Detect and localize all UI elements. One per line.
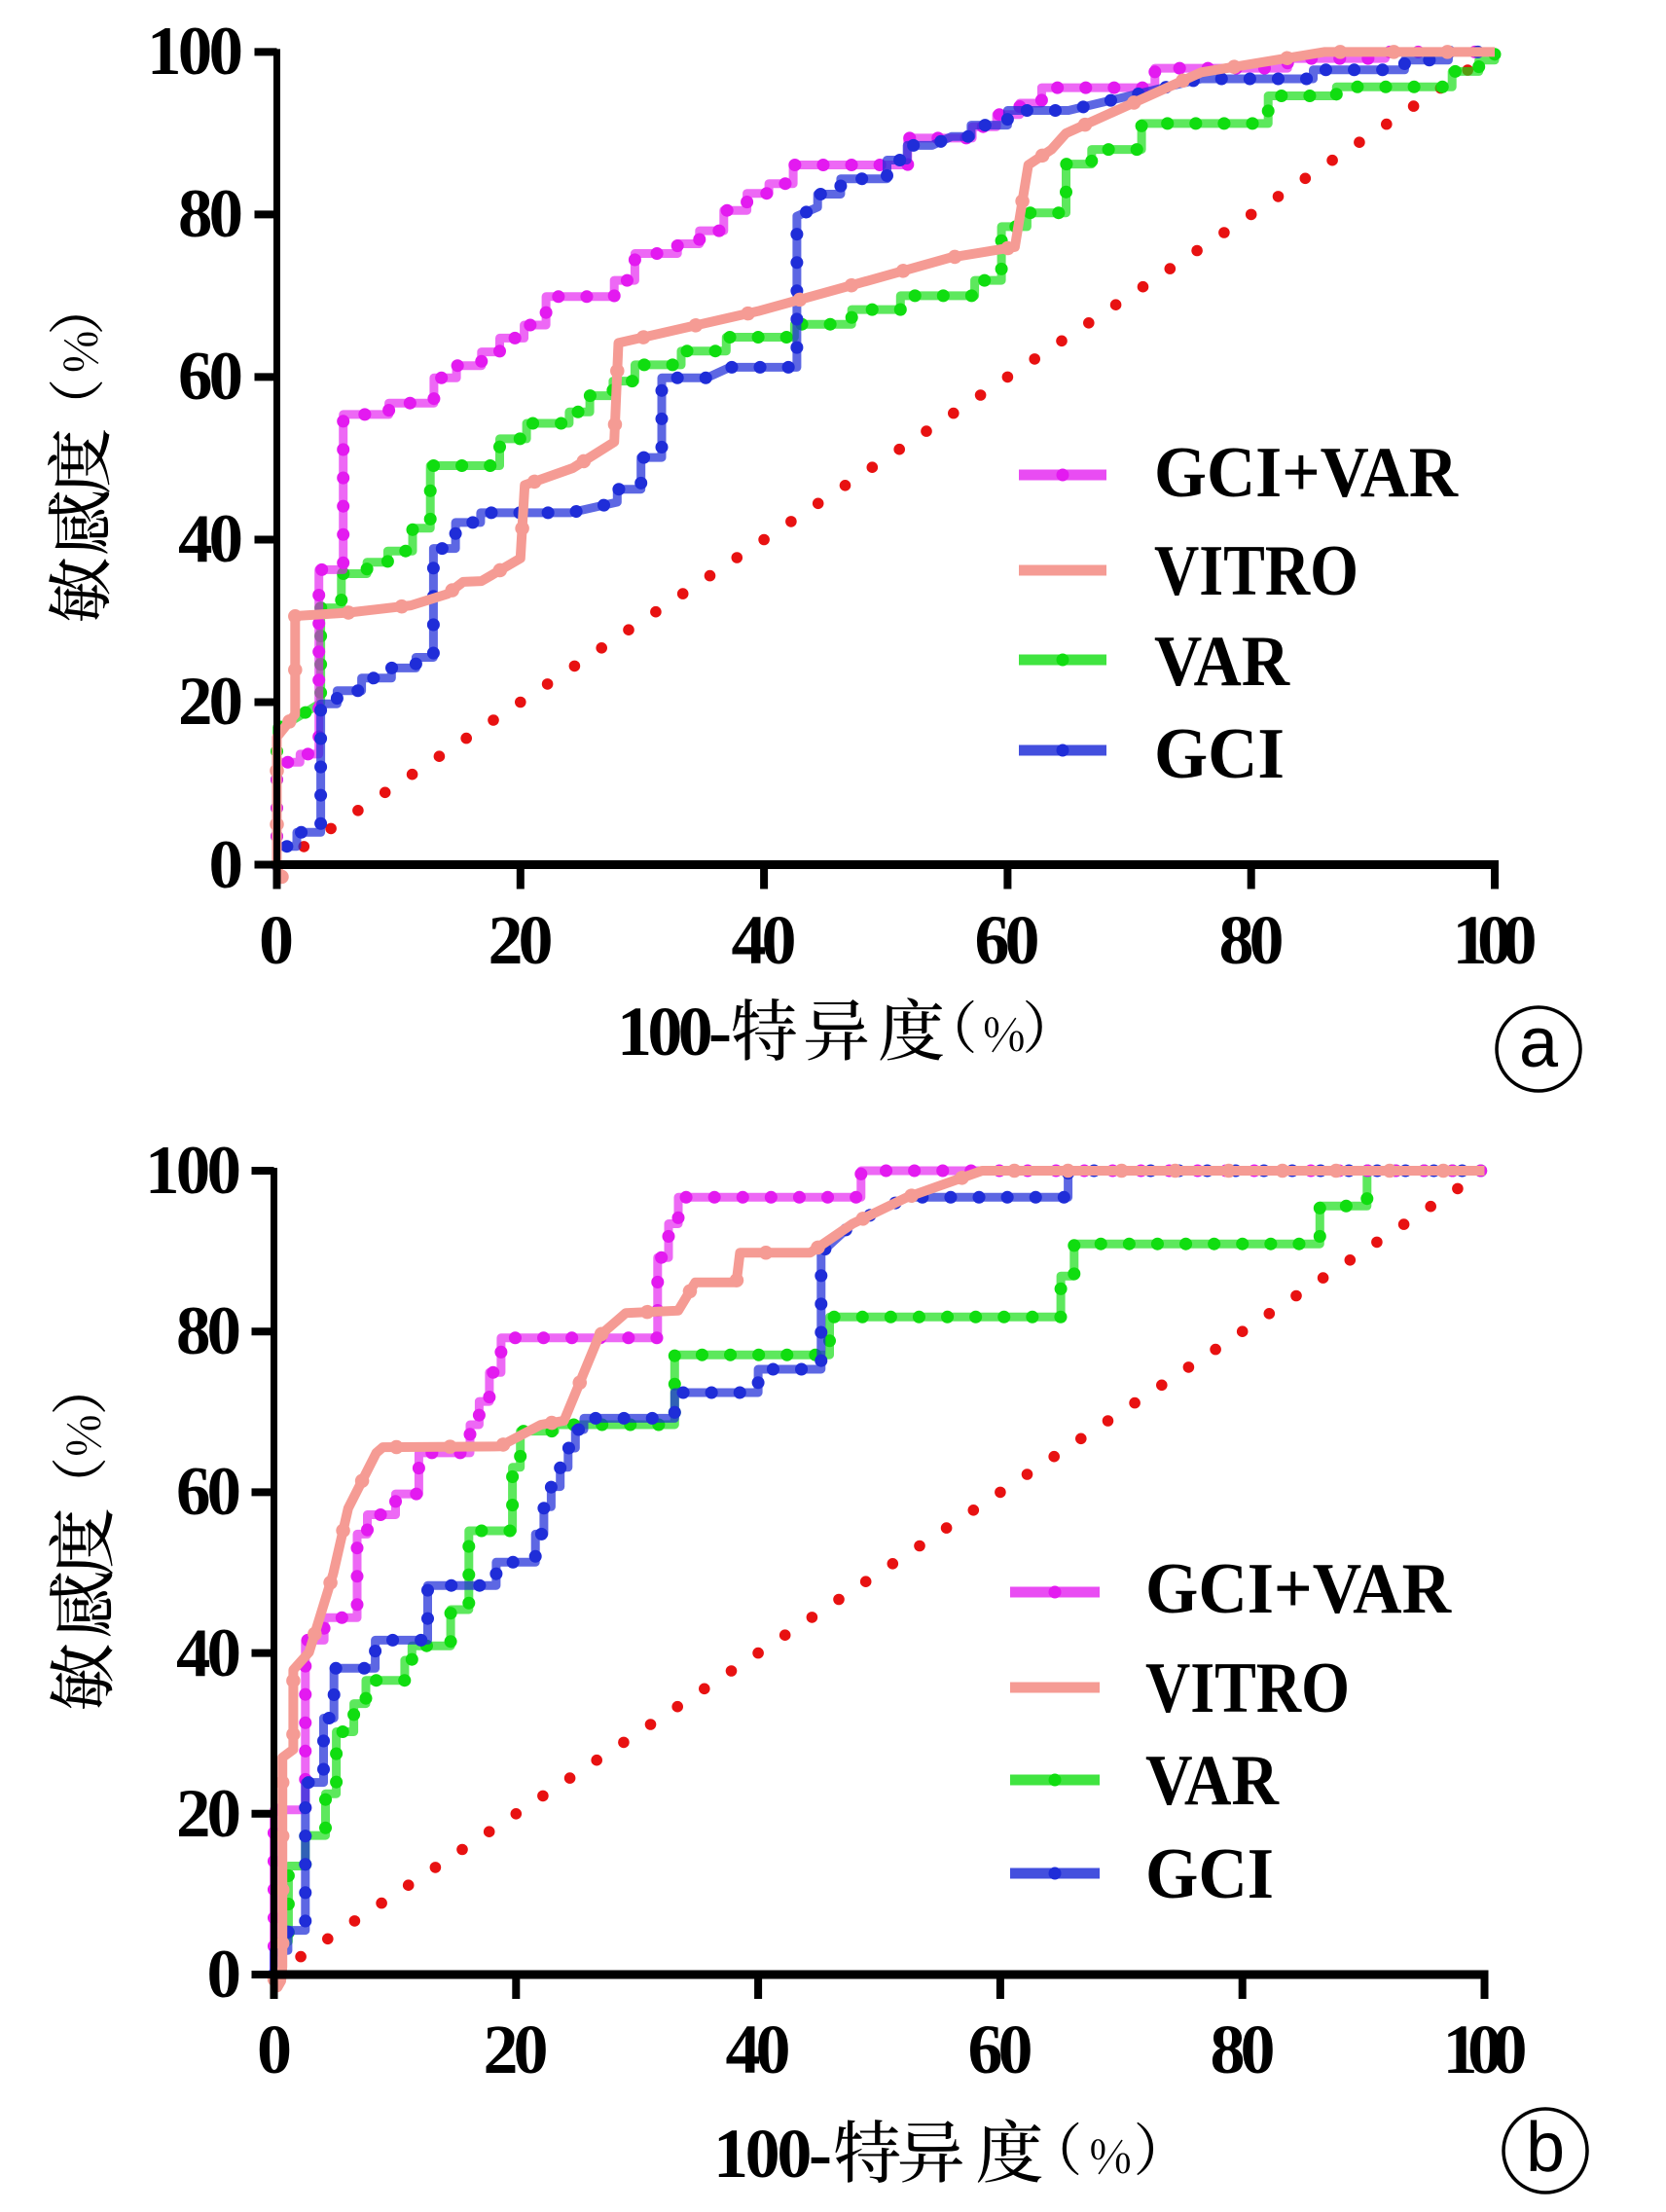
svg-text:80: 80 — [1211, 2011, 1276, 2088]
svg-text:60: 60 — [968, 2011, 1033, 2088]
svg-text:VAR: VAR — [1154, 622, 1290, 702]
svg-text:0: 0 — [257, 2011, 292, 2088]
svg-text:0: 0 — [207, 1937, 242, 2013]
svg-text:20: 20 — [176, 1776, 241, 1852]
svg-text:80: 80 — [176, 1293, 241, 1369]
svg-text:100: 100 — [1453, 901, 1538, 979]
svg-text:100-: 100- — [617, 993, 732, 1070]
svg-text:0: 0 — [259, 901, 294, 979]
svg-text:100-: 100- — [713, 2115, 832, 2193]
svg-text:100: 100 — [147, 14, 243, 90]
svg-text:20: 20 — [489, 901, 554, 979]
svg-text:60: 60 — [176, 1454, 241, 1530]
svg-text:40: 40 — [726, 2011, 791, 2088]
svg-text:VAR: VAR — [1145, 1741, 1280, 1821]
svg-text:40: 40 — [176, 1615, 241, 1691]
svg-text:60: 60 — [178, 339, 243, 415]
svg-text:60: 60 — [975, 901, 1040, 979]
svg-text:80: 80 — [178, 176, 243, 252]
svg-text:20: 20 — [484, 2011, 549, 2088]
svg-text:0: 0 — [209, 827, 244, 903]
svg-text:VITRO: VITRO — [1145, 1649, 1350, 1728]
svg-text:b: b — [1526, 2109, 1565, 2187]
svg-text:40: 40 — [178, 501, 243, 577]
svg-text:20: 20 — [178, 664, 243, 740]
svg-text:a: a — [1519, 1004, 1559, 1082]
svg-text:40: 40 — [732, 901, 797, 979]
svg-text:GCI+VAR: GCI+VAR — [1154, 433, 1459, 513]
svg-text:100: 100 — [145, 1133, 241, 1209]
svg-text:VITRO: VITRO — [1154, 531, 1358, 611]
svg-text:GCI: GCI — [1154, 714, 1285, 794]
svg-text:100: 100 — [1443, 2011, 1528, 2088]
svg-text:GCI+VAR: GCI+VAR — [1145, 1549, 1452, 1629]
svg-text:80: 80 — [1219, 901, 1285, 979]
svg-text:GCI: GCI — [1145, 1834, 1274, 1914]
